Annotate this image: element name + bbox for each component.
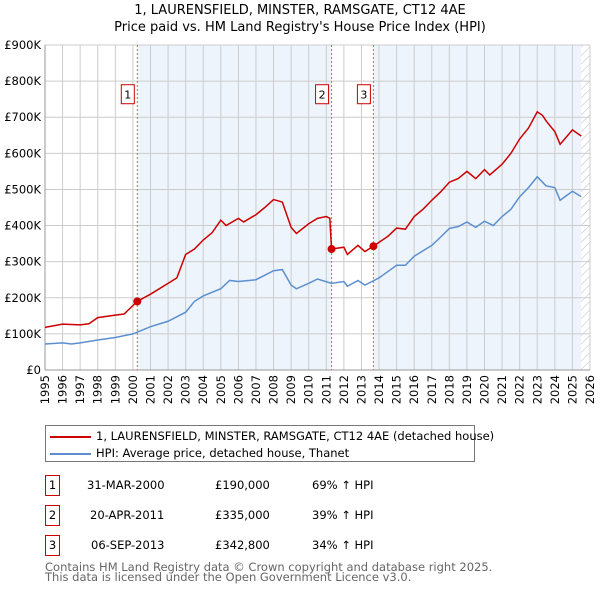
- y-tick-label: £500K: [4, 182, 41, 196]
- x-tick-label: 2000: [126, 375, 140, 404]
- transaction-hpi: 39% ↑ HPI: [312, 508, 374, 522]
- y-tick-label: £900K: [4, 38, 41, 52]
- x-tick-label: 2012: [337, 375, 351, 404]
- x-tick-label: 1996: [56, 375, 70, 404]
- y-tick-label: £200K: [4, 291, 41, 305]
- price-chart: 1995 1996 1997 1998 1999 2000 2001 2002 2003 2004…: [4, 38, 597, 404]
- x-tick-label: 2008: [267, 375, 281, 404]
- y-tick-label: £400K: [4, 219, 41, 233]
- y-tick-label: £800K: [4, 74, 41, 88]
- transaction-row: 3 06-SEP-2013 £342,800 34% ↑ HPI: [45, 535, 485, 556]
- footer-copyright: Contains HM Land Registry data © Crown c…: [45, 560, 493, 574]
- x-tick-label: 2022: [513, 375, 527, 404]
- transaction-marker: 3: [45, 535, 60, 556]
- transaction-label: 3: [360, 89, 367, 102]
- x-tick-label: 2017: [425, 375, 439, 404]
- y-tick-label: £700K: [4, 110, 41, 124]
- transaction-label-box: [120, 84, 135, 105]
- x-tick-label: 2026: [583, 375, 597, 404]
- transaction-marker: 2: [45, 505, 60, 526]
- transaction-date: 06-SEP-2013: [91, 538, 165, 552]
- shaded-period: [373, 45, 582, 370]
- forecast-hatch: [581, 45, 590, 370]
- x-tick-label: 1997: [73, 375, 87, 404]
- x-tick-label: 2013: [354, 375, 368, 404]
- x-tick-label: 2025: [565, 375, 579, 404]
- x-tick-label: 2019: [460, 375, 474, 404]
- x-tick-label: 2023: [530, 375, 544, 404]
- transaction-hpi: 34% ↑ HPI: [312, 538, 374, 552]
- transaction-label-box: [356, 84, 371, 105]
- x-tick-label: 2024: [548, 375, 562, 404]
- x-tick-label: 2021: [495, 375, 509, 404]
- x-tick-label: 2002: [161, 375, 175, 404]
- transaction-marker: 1: [45, 475, 60, 496]
- x-tick-label: 2006: [231, 375, 245, 404]
- x-tick-label: 2014: [372, 375, 386, 404]
- transaction-price: £342,800: [215, 538, 270, 552]
- transaction-point: [369, 242, 378, 251]
- x-tick-label: 1999: [108, 375, 122, 404]
- x-tick-label: 2010: [302, 375, 316, 404]
- shaded-period: [137, 45, 332, 370]
- transaction-label: 1: [124, 89, 131, 102]
- chart-title: 1, LAURENSFIELD, MINSTER, RAMSGATE, CT12…: [134, 3, 466, 18]
- transaction-label: 2: [319, 89, 326, 102]
- x-tick-label: 2018: [442, 375, 456, 404]
- y-tick-label: £100K: [4, 327, 41, 341]
- x-tick-label: 2001: [143, 375, 157, 404]
- x-tick-label: 2007: [249, 375, 263, 404]
- y-tick-label: £300K: [4, 255, 41, 269]
- y-tick-label: £0: [26, 363, 41, 377]
- x-tick-label: 2011: [319, 375, 333, 404]
- x-tick-label: 2016: [407, 375, 421, 404]
- transaction-row: 1 31-MAR-2000 £190,000 69% ↑ HPI: [45, 475, 485, 496]
- transaction-point: [327, 245, 336, 254]
- x-tick-label: 2004: [196, 375, 210, 404]
- transaction-point: [133, 297, 142, 306]
- transaction-price: £190,000: [215, 478, 270, 492]
- x-tick-label: 1995: [38, 375, 52, 404]
- x-tick-label: 2015: [390, 375, 404, 404]
- y-tick-label: £600K: [4, 146, 41, 160]
- footer-licence: This data is licensed under the Open Gov…: [45, 570, 412, 584]
- transaction-date: 31-MAR-2000: [87, 478, 165, 492]
- transaction-price: £335,000: [215, 508, 270, 522]
- x-tick-label: 1998: [91, 375, 105, 404]
- legend-swatch-hpi: [50, 453, 91, 455]
- x-tick-label: 2003: [179, 375, 193, 404]
- transaction-date: 20-APR-2011: [90, 508, 165, 522]
- x-tick-label: 2020: [478, 375, 492, 404]
- hpi-line: [44, 175, 582, 345]
- transaction-hpi: 69% ↑ HPI: [312, 478, 374, 492]
- legend-swatch-property: [50, 436, 91, 438]
- legend-label-property: 1, LAURENSFIELD, MINSTER, RAMSGATE, CT12…: [96, 429, 495, 443]
- x-tick-label: 2009: [284, 375, 298, 404]
- legend: 1, LAURENSFIELD, MINSTER, RAMSGATE, CT12…: [45, 425, 494, 462]
- transaction-label-box: [315, 84, 330, 105]
- chart-subtitle: Price paid vs. HM Land Registry's House …: [114, 20, 486, 35]
- legend-label-hpi: HPI: Average price, detached house, Than…: [96, 446, 350, 460]
- x-tick-label: 2005: [214, 375, 228, 404]
- transaction-row: 2 20-APR-2011 £335,000 39% ↑ HPI: [45, 505, 485, 526]
